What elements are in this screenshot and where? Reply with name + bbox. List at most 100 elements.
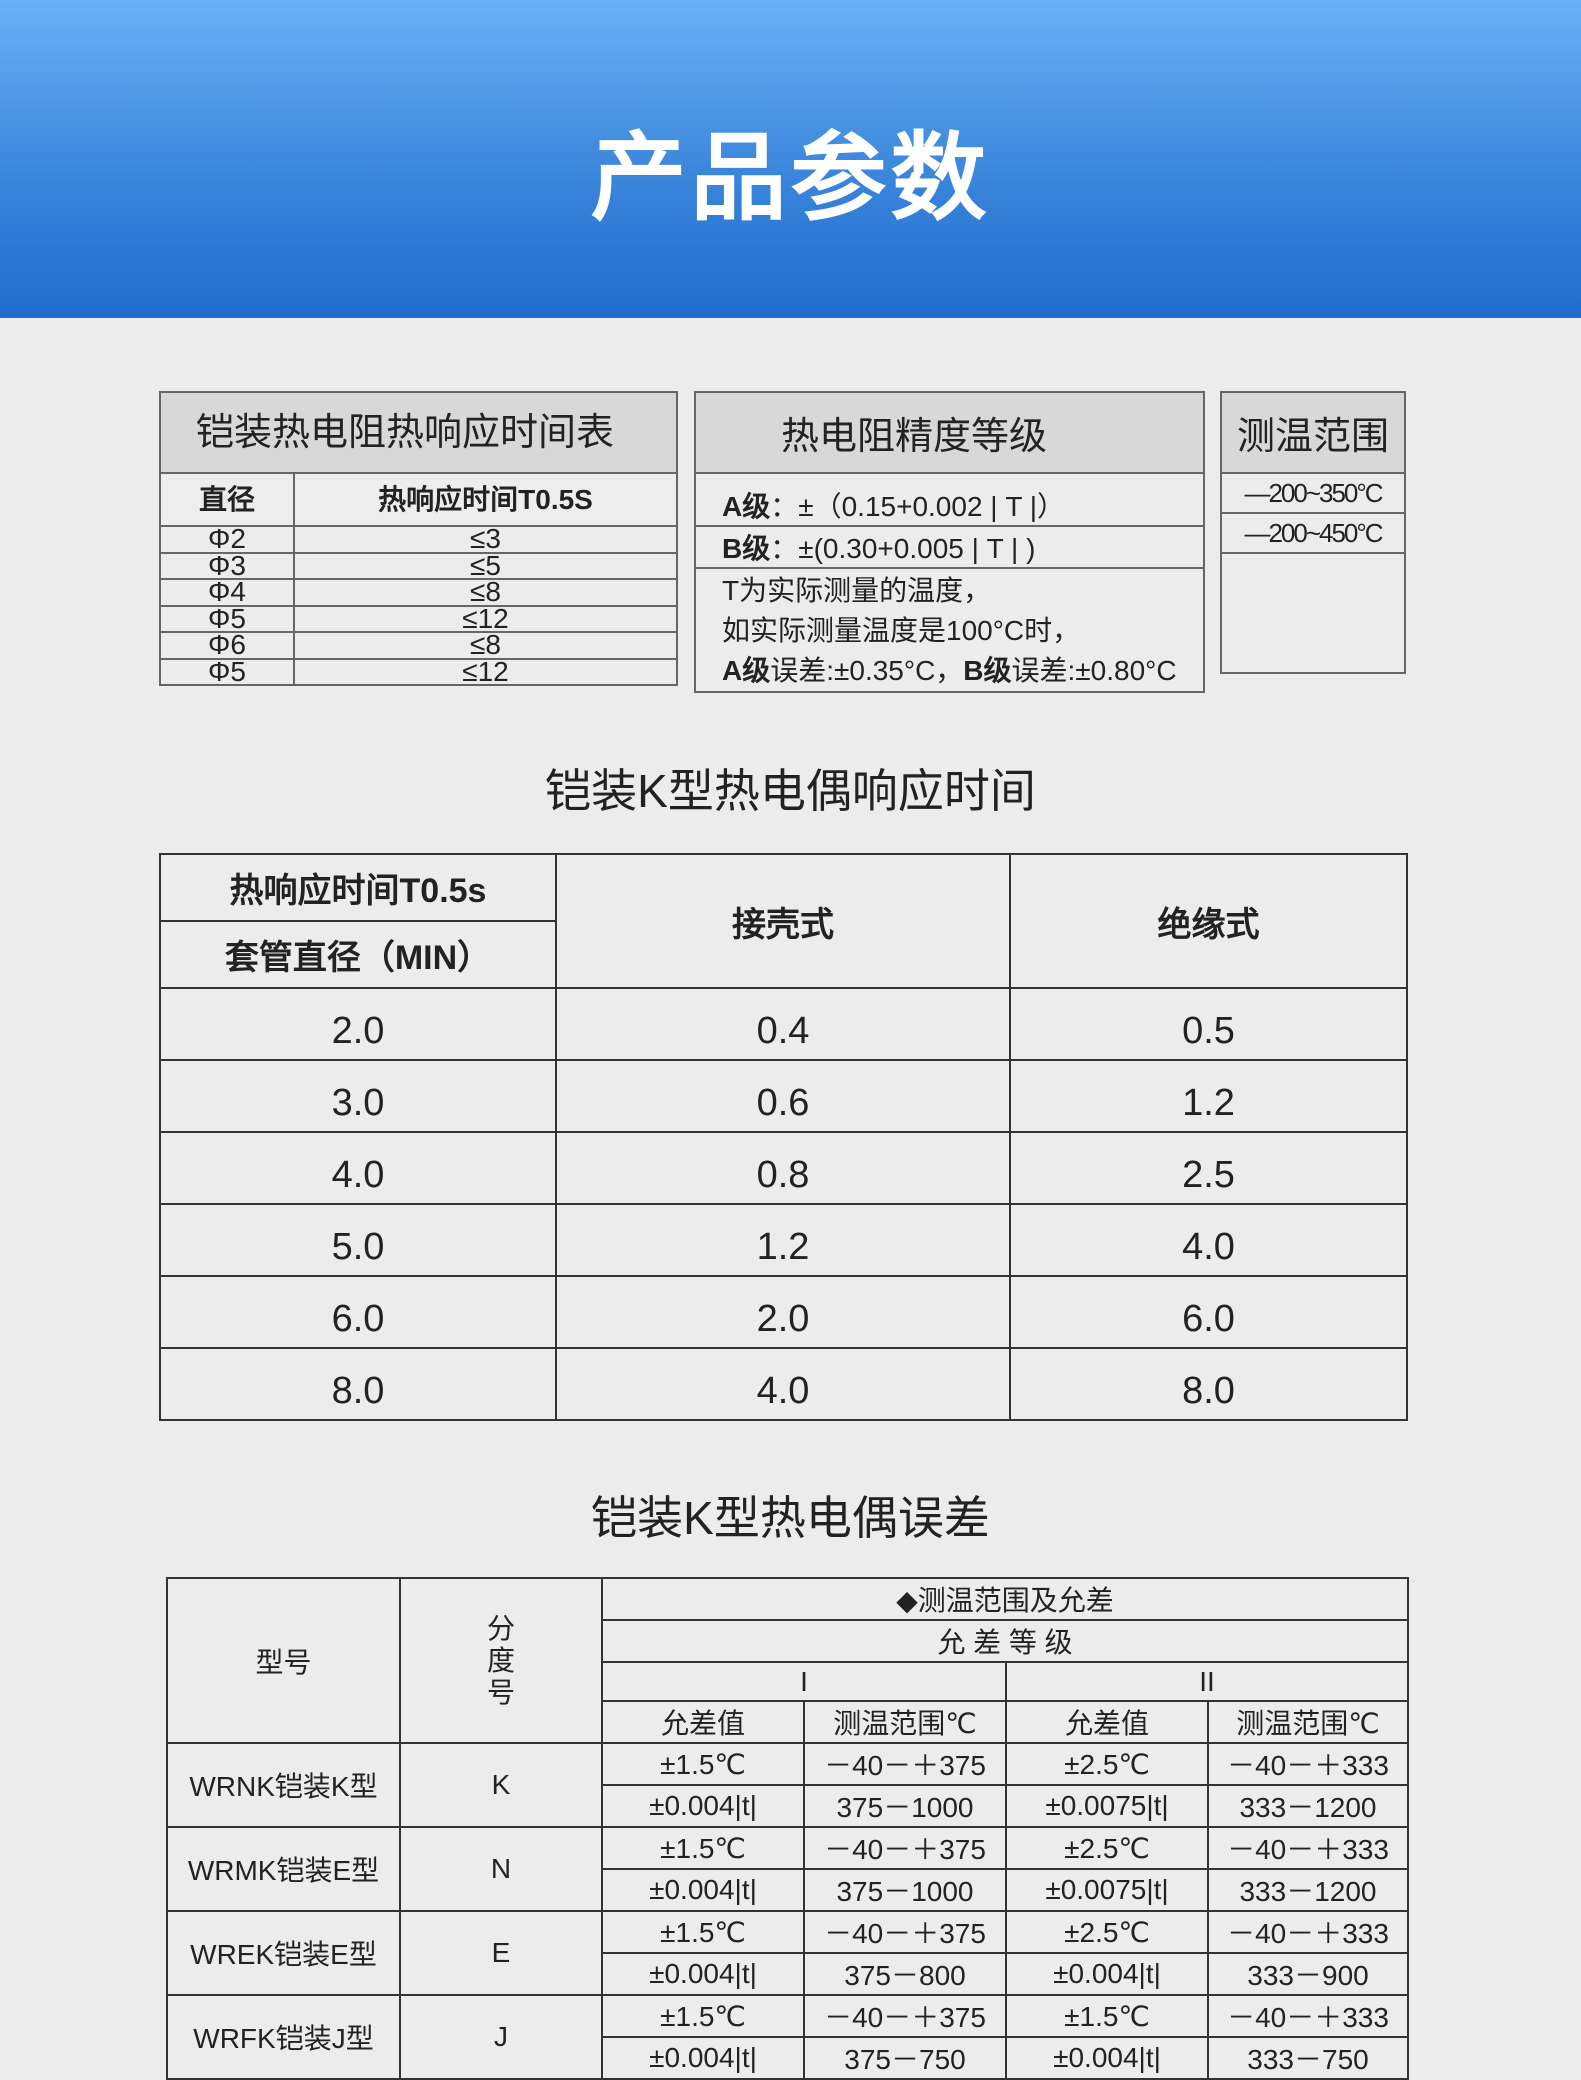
table-cell: Φ4 — [159, 578, 295, 607]
table-cell: K — [399, 1742, 603, 1828]
col-header: 允 差 等 级 — [601, 1619, 1409, 1663]
grade-b-row: B级：±(0.30+0.005 | T | ) — [694, 525, 1205, 569]
table-cell: 375－750 — [803, 2036, 1007, 2080]
table-cell: 0.6 — [555, 1059, 1011, 1133]
table-cell: 333－1200 — [1207, 1784, 1409, 1828]
col-header: 套管直径（MIN） — [159, 920, 557, 989]
table-cell: WRNK铠装K型 — [166, 1742, 401, 1828]
table-cell: －40－＋375 — [803, 1994, 1007, 2038]
section-title: 铠装K型热电偶响应时间 — [545, 765, 1036, 817]
table-cell: Φ2 — [159, 525, 295, 554]
range-row: —200~450°C — [1220, 512, 1406, 554]
table-cell: 5.0 — [159, 1203, 557, 1277]
table-cell: 2.5 — [1009, 1131, 1408, 1205]
table-row: Φ6 ≤8 — [159, 631, 678, 660]
table-title: 热电阻精度等级 — [694, 391, 1205, 474]
table-row: 3.0 0.6 1.2 — [159, 1059, 1408, 1133]
col-header: I — [601, 1661, 1007, 1702]
table-cell: 4.0 — [1009, 1203, 1408, 1277]
table-row: 8.0 4.0 8.0 — [159, 1347, 1408, 1421]
table-cell: E — [399, 1910, 603, 1996]
temp-range-table: 测温范围 —200~350°C —200~450°C — [1220, 391, 1406, 674]
table-cell: Φ5 — [159, 657, 295, 686]
col-header: 直径 — [159, 472, 295, 527]
col-header: 允差值 — [1005, 1700, 1209, 1744]
table-cell: ≤3 — [293, 525, 678, 554]
table-cell: 1.2 — [1009, 1059, 1408, 1133]
table-cell: ±0.0075|t| — [1005, 1784, 1209, 1828]
header-banner: 产品参数 — [0, 0, 1581, 318]
page-title: 产品参数 — [590, 125, 991, 232]
table-cell: －40－＋375 — [803, 1742, 1007, 1786]
table-cell: J — [399, 1994, 603, 2080]
col-header: ◆测温范围及允差 — [601, 1577, 1409, 1621]
table-cell: 6.0 — [159, 1275, 557, 1349]
table-cell: 6.0 — [1009, 1275, 1408, 1349]
table-cell: WREK铠装E型 — [166, 1910, 401, 1996]
accuracy-note: T为实际测量的温度， 如实际测量温度是100°C时， A级误差:±0.35°C，… — [694, 567, 1205, 693]
table-cell: ≤8 — [293, 578, 678, 607]
table-cell: ±2.5℃ — [1005, 1742, 1209, 1786]
table-cell: ±0.0075|t| — [1005, 1868, 1209, 1912]
col-header: 热响应时间T0.5S — [293, 472, 678, 527]
table-cell: ±0.004|t| — [601, 1952, 805, 1996]
table-row: Φ4 ≤8 — [159, 578, 678, 607]
table-cell: 0.4 — [555, 987, 1011, 1061]
col-header: 允差值 — [601, 1700, 805, 1744]
table-cell: 2.0 — [159, 987, 557, 1061]
table-cell: WRMK铠装E型 — [166, 1826, 401, 1912]
table-cell: ≤12 — [293, 657, 678, 686]
table-row: 2.0 0.4 0.5 — [159, 987, 1408, 1061]
table-cell: ±1.5℃ — [601, 1742, 805, 1786]
table-cell: 8.0 — [1009, 1347, 1408, 1421]
table-cell: ≤12 — [293, 604, 678, 633]
table-cell: －40－＋333 — [1207, 1742, 1409, 1786]
table-cell: 4.0 — [555, 1347, 1011, 1421]
table-cell: ±1.5℃ — [1005, 1994, 1209, 2038]
section-title: 铠装K型热电偶误差 — [591, 1492, 990, 1544]
table-cell: Φ3 — [159, 551, 295, 580]
rtd-response-table: 铠装热电阻热响应时间表 直径 热响应时间T0.5S Φ2 ≤3 Φ3 ≤5 Φ4 ≤8 Φ5 ≤… — [159, 391, 678, 686]
table-cell: ±1.5℃ — [601, 1910, 805, 1954]
table-cell: 333－900 — [1207, 1952, 1409, 1996]
table-cell: 0.5 — [1009, 987, 1408, 1061]
col-header: 型号 — [166, 1577, 401, 1744]
table-title: 测温范围 — [1220, 391, 1406, 474]
table-cell: －40－＋333 — [1207, 1994, 1409, 2038]
col-header: 绝缘式 — [1009, 853, 1408, 989]
table-cell: ±0.004|t| — [1005, 2036, 1209, 2080]
tc-response-table: 热响应时间T0.5s 接壳式 绝缘式 套管直径（MIN） 2.0 0.4 0.5 3.0 0… — [159, 853, 1408, 1421]
table-cell: ±2.5℃ — [1005, 1826, 1209, 1870]
table-cell: 375－1000 — [803, 1868, 1007, 1912]
table-cell: 4.0 — [159, 1131, 557, 1205]
table-cell: N — [399, 1826, 603, 1912]
table-row: WREK铠装E型 E ±1.5℃ －40－＋375 ±2.5℃ －40－＋333 — [166, 1910, 1409, 1996]
table-cell: Φ5 — [159, 604, 295, 633]
table-cell: ≤5 — [293, 551, 678, 580]
table-cell: －40－＋375 — [803, 1910, 1007, 1954]
table-row: Φ2 ≤3 — [159, 525, 678, 554]
col-header: II — [1005, 1661, 1409, 1702]
table-row: WRMK铠装E型 N ±1.5℃ －40－＋375 ±2.5℃ －40－＋333 — [166, 1826, 1409, 1912]
table-cell: 375－1000 — [803, 1784, 1007, 1828]
table-cell: －40－＋333 — [1207, 1910, 1409, 1954]
table-cell: －40－＋375 — [803, 1826, 1007, 1870]
tc-error-table: 型号 分度号 ◆测温范围及允差 允 差 等 级 I II 允差值 测温范围℃ 允差值测… — [166, 1577, 1409, 2080]
table-cell: ±0.004|t| — [601, 1868, 805, 1912]
col-header: 测温范围℃ — [803, 1700, 1007, 1744]
table-title: 铠装热电阻热响应时间表 — [159, 391, 678, 473]
table-cell: 333－750 — [1207, 2036, 1409, 2080]
table-cell: Φ6 — [159, 631, 295, 660]
table-cell: ±1.5℃ — [601, 1994, 805, 2038]
col-header: 接壳式 — [555, 853, 1011, 989]
table-cell: 8.0 — [159, 1347, 557, 1421]
table-row: 6.0 2.0 6.0 — [159, 1275, 1408, 1349]
table-row: Φ3 ≤5 — [159, 551, 678, 580]
table-cell: 333－1200 — [1207, 1868, 1409, 1912]
table-cell: 375－800 — [803, 1952, 1007, 1996]
table-cell: 0.8 — [555, 1131, 1011, 1205]
table-row: WRNK铠装K型 K ±1.5℃ －40－＋375 ±2.5℃ －40－＋333 — [166, 1742, 1409, 1828]
table-cell: ±2.5℃ — [1005, 1910, 1209, 1954]
col-header: 测温范围℃ — [1207, 1700, 1409, 1744]
range-row: —200~350°C — [1220, 472, 1406, 514]
